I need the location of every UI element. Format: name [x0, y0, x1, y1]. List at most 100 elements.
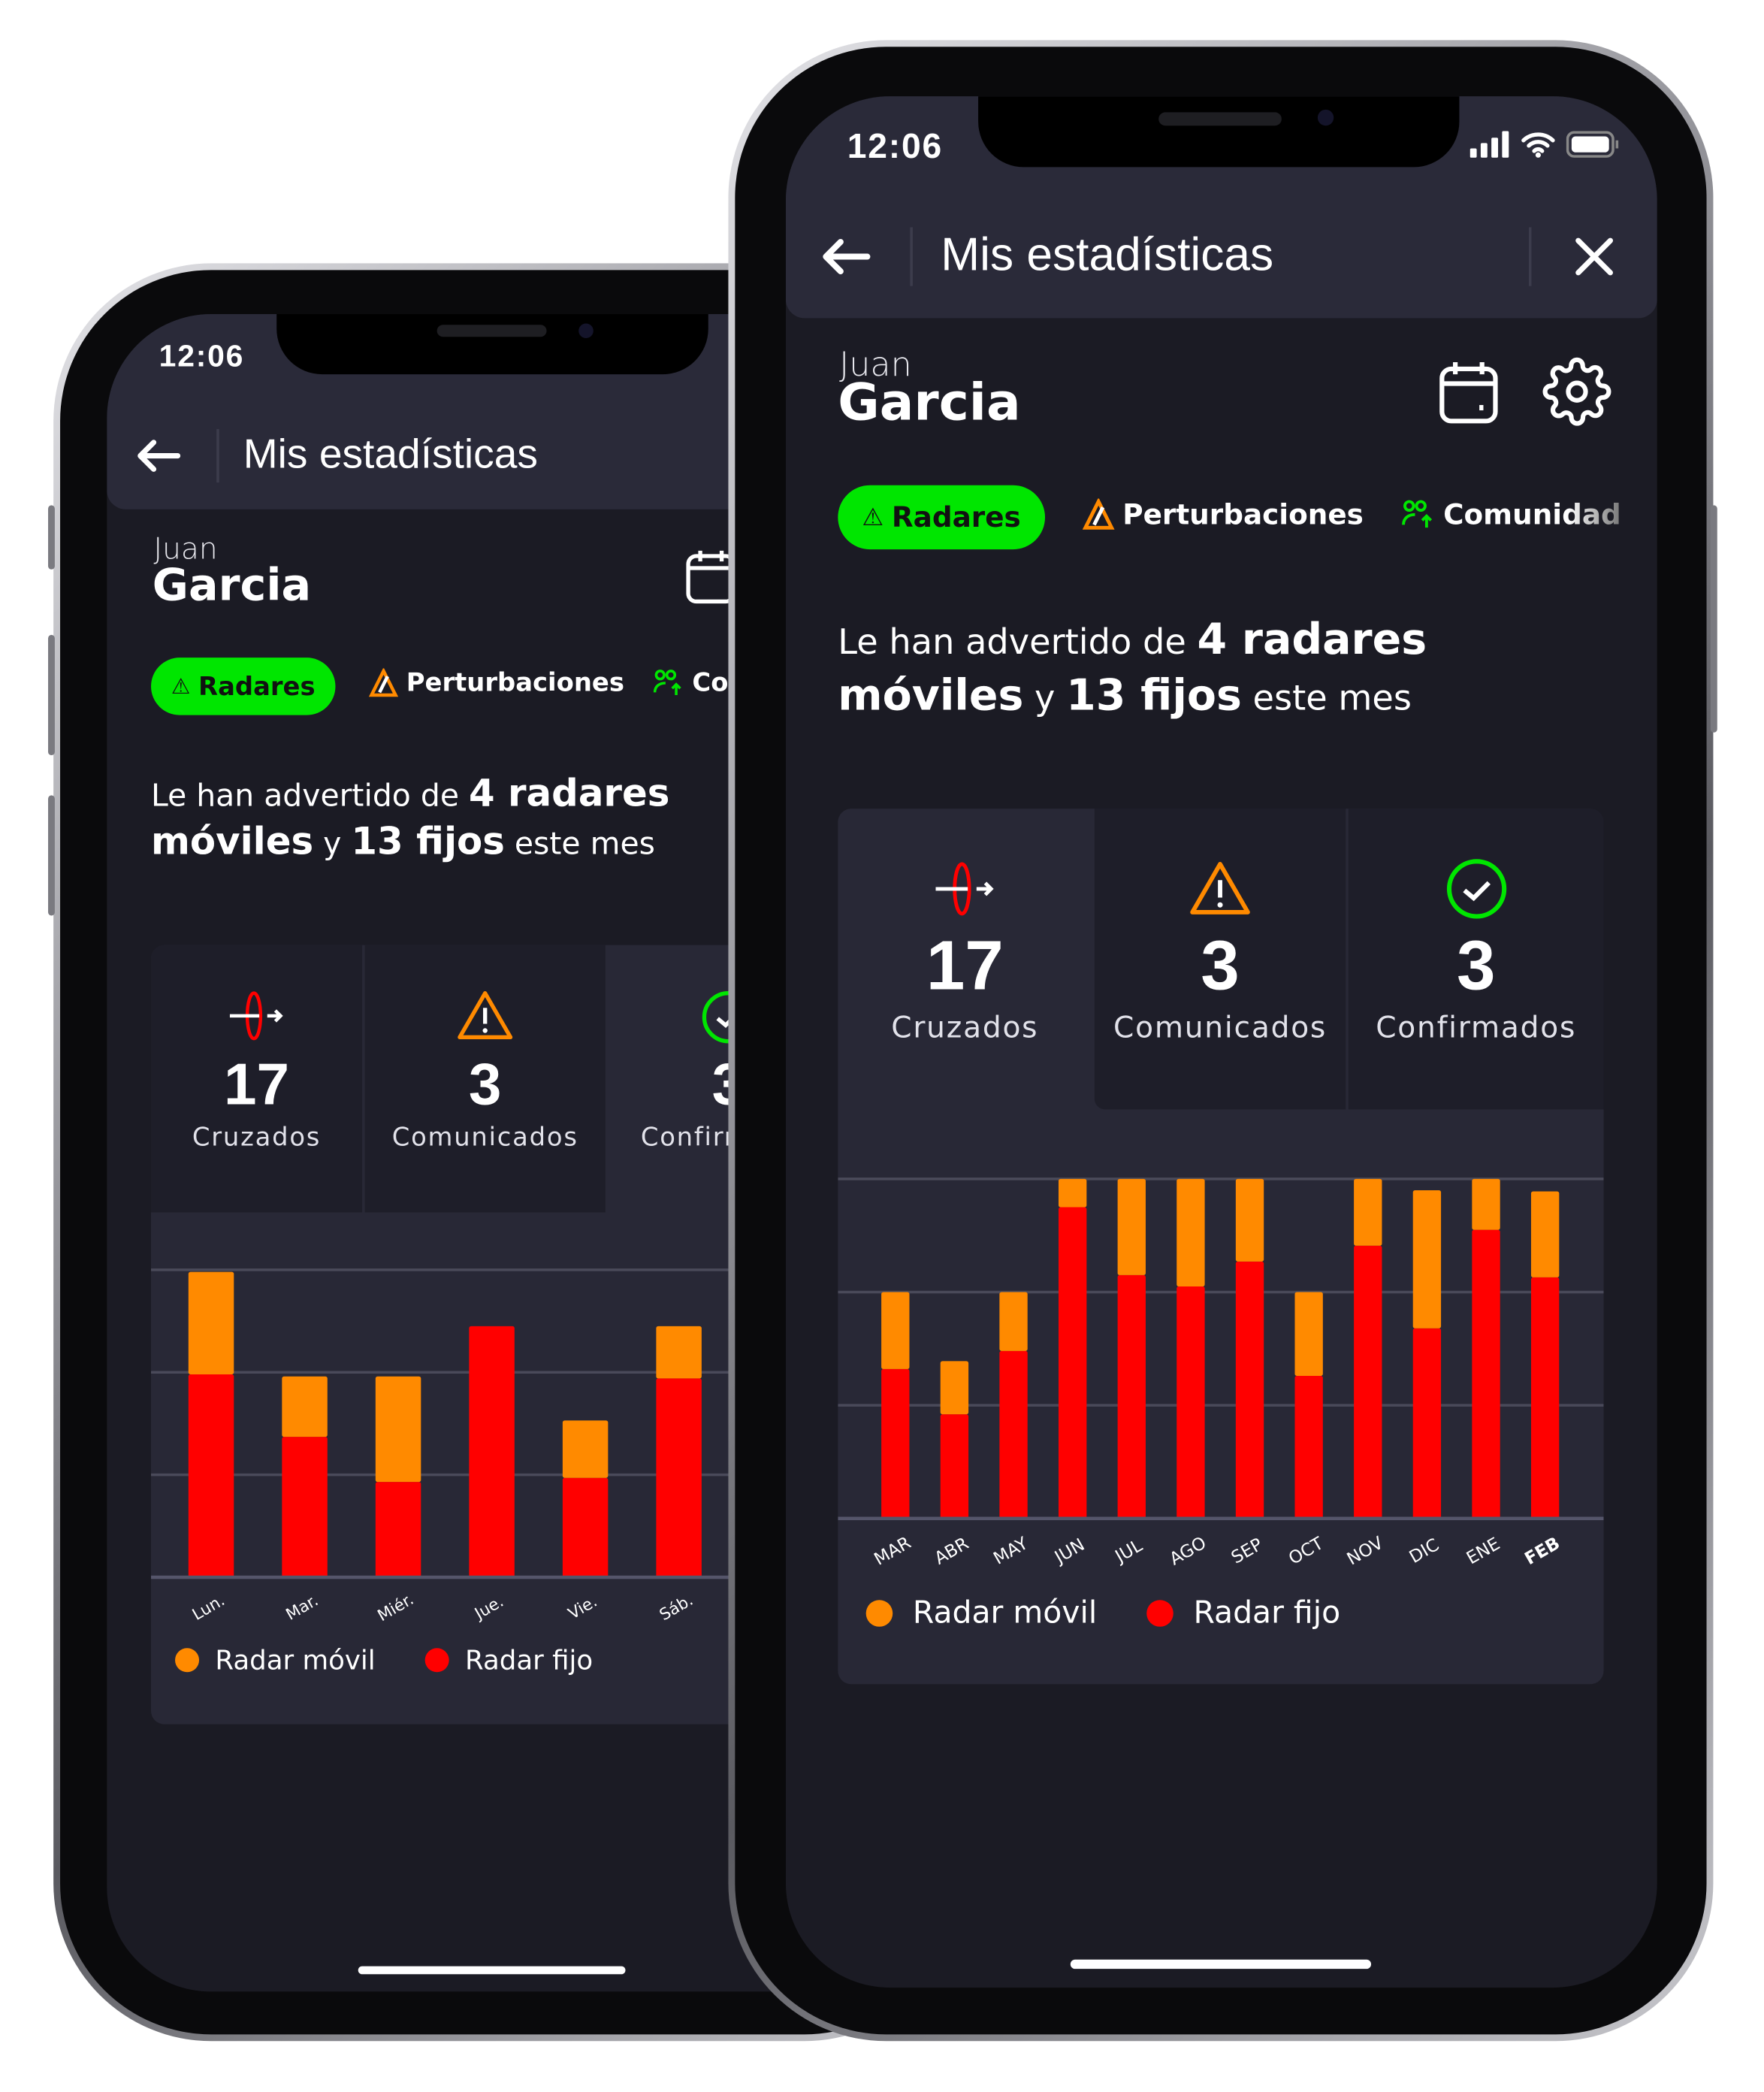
close-button[interactable]: [1574, 237, 1614, 282]
header-divider: [1528, 227, 1532, 286]
status-time: 12:06: [159, 338, 245, 373]
x-tick-label: DIC: [1406, 1535, 1442, 1567]
header-divider: [216, 428, 219, 483]
bar-radar-móvil: [1294, 1292, 1323, 1376]
x-tick-label: Miér.: [374, 1590, 417, 1625]
community-icon: [653, 670, 681, 695]
legend-dot-movil: [865, 1600, 893, 1627]
tab-perturbaciones[interactable]: Perturbaciones: [1082, 498, 1364, 531]
side-button: [48, 505, 55, 570]
bar-radar-fijo: [469, 1326, 515, 1577]
stat-label: Confirmados: [1376, 1011, 1577, 1046]
tab-radares[interactable]: ⚠ Radares: [838, 485, 1046, 550]
bar-radar-móvil: [999, 1292, 1028, 1351]
tab-radares[interactable]: ⚠ Radares: [151, 658, 336, 715]
x-tick-label: JUN: [1050, 1535, 1088, 1568]
bar-radar-fijo: [1235, 1261, 1264, 1519]
home-indicator[interactable]: [358, 1966, 626, 1975]
stat-cruzados[interactable]: 17 Cruzados: [151, 945, 363, 1213]
back-button[interactable]: [134, 437, 182, 480]
stat-comunicados[interactable]: 3 Comunicados: [364, 945, 606, 1213]
stats-card: 17 Cruzados 3 Comunicados 3 Confirmados …: [151, 945, 909, 1725]
legend-fijo: Radar fijo: [424, 1643, 594, 1676]
crossed-icon: [935, 862, 994, 916]
community-icon: [1402, 500, 1433, 528]
stat-confirmados[interactable]: 3 Confirmados: [1348, 809, 1604, 1110]
user-first-name: Juan: [153, 533, 218, 567]
summary-post: este mes: [1241, 679, 1412, 719]
page-title: Mis estadísticas: [243, 430, 538, 478]
bar-radar-fijo: [940, 1414, 969, 1519]
x-tick-label: OCT: [1285, 1534, 1328, 1569]
bar-radar-fijo: [1294, 1375, 1323, 1519]
bar-radar-fijo: [1530, 1277, 1560, 1519]
tab-comunidad[interactable]: Comunidad: [1400, 498, 1621, 531]
bar-radar-fijo: [1177, 1286, 1205, 1519]
bar-radar-móvil: [656, 1326, 702, 1379]
bar-radar-fijo: [881, 1368, 910, 1519]
battery-icon: [1566, 131, 1619, 158]
legend-fijo: Radar fijo: [1146, 1596, 1340, 1631]
tab-label: Perturbaciones: [1122, 498, 1364, 531]
bar-radar-móvil: [1117, 1178, 1146, 1275]
stat-value: 3: [468, 1051, 502, 1118]
x-tick-label: Jue.: [470, 1592, 507, 1625]
stat-value: 17: [926, 927, 1004, 1005]
legend-label: Radar móvil: [912, 1595, 1098, 1631]
x-tick-label: Mar.: [283, 1592, 322, 1625]
x-tick-label: JUL: [1111, 1536, 1146, 1567]
summary-mid: y: [313, 827, 352, 863]
home-indicator[interactable]: [1070, 1959, 1372, 1970]
stats-card: 17 Cruzados 3 Comunicados 3 Confirmados …: [838, 809, 1604, 1685]
summary-movil-count: 4 radares: [468, 771, 670, 816]
settings-button[interactable]: [1542, 357, 1611, 432]
bar-radar-móvil: [940, 1361, 969, 1415]
status-time: 12:06: [847, 125, 943, 166]
bar-radar-móvil: [188, 1271, 234, 1374]
summary-fijo-count: 13 fijos: [1066, 670, 1242, 721]
side-button: [48, 634, 55, 756]
stat-value: 3: [1456, 927, 1496, 1005]
stat-cruzados[interactable]: 17 Cruzados: [838, 809, 1092, 1109]
bar-radar-móvil: [282, 1376, 328, 1437]
close-icon: [1575, 237, 1614, 276]
x-tick-label: NOV: [1344, 1533, 1387, 1569]
summary-post: este mes: [504, 827, 655, 863]
bar-radar-fijo: [656, 1378, 702, 1577]
stat-label: Comunicados: [391, 1123, 578, 1153]
bar-radar-fijo: [375, 1482, 421, 1577]
tab-perturbaciones[interactable]: Perturbaciones: [368, 668, 624, 698]
bar-radar-móvil: [1472, 1178, 1500, 1230]
power-button: [1710, 505, 1717, 733]
legend-dot-movil: [175, 1648, 200, 1673]
legend-label: Radar fijo: [465, 1643, 594, 1676]
summary-fijo-count: 13 fijos: [351, 819, 505, 864]
notch: [978, 96, 1460, 168]
bar-radar-fijo: [1058, 1207, 1087, 1519]
signal-icon: [1469, 131, 1509, 158]
bar-radar-móvil: [1235, 1178, 1264, 1262]
tab-label: Radares: [198, 671, 316, 701]
bar-radar-fijo: [188, 1374, 234, 1577]
summary-pre: Le han advertido de: [838, 622, 1198, 664]
header-divider: [910, 227, 913, 286]
calendar-button[interactable]: [1438, 358, 1500, 431]
back-button[interactable]: [818, 237, 871, 282]
bar-radar-móvil: [1058, 1178, 1087, 1208]
warning-pen-icon: [1082, 498, 1115, 530]
bar-radar-móvil: [1177, 1178, 1205, 1286]
stat-comunicados[interactable]: 3 Comunicados: [1094, 809, 1346, 1110]
gear-icon: [1542, 357, 1611, 426]
bar-radar-móvil: [562, 1420, 609, 1478]
front-phone-screen: 12:06 Mis estadísticas Juan Garcia ⚠ Rad…: [785, 96, 1657, 1988]
wifi-icon: [1521, 132, 1555, 158]
bar-radar-fijo: [562, 1477, 609, 1577]
bar-radar-fijo: [1472, 1229, 1500, 1519]
bar-radar-móvil: [1530, 1191, 1560, 1277]
legend-movil: Radar móvil: [865, 1595, 1098, 1631]
summary-mid: y: [1023, 679, 1067, 719]
x-tick-label: FEB: [1521, 1534, 1563, 1569]
summary-text: Le han advertido de 4 radares móviles y …: [838, 613, 1427, 725]
x-tick-label: AGO: [1167, 1533, 1210, 1569]
summary-text: Le han advertido de 4 radares móviles y …: [151, 771, 669, 867]
